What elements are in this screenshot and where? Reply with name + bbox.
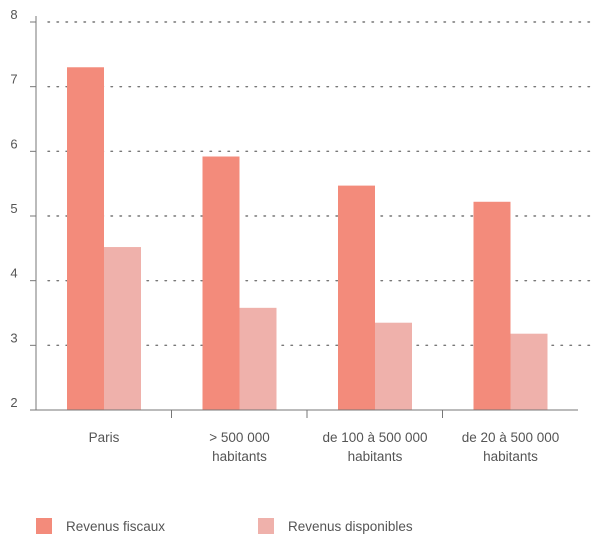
bar-revenus-fiscaux	[202, 156, 240, 410]
x-category-label: de 100 à 500 000	[322, 430, 427, 445]
x-category-label: de 20 à 500 000	[462, 430, 560, 445]
bar-revenus-fiscaux	[473, 201, 511, 410]
y-tick-label: 6	[10, 136, 17, 151]
axes	[30, 16, 578, 418]
x-category-label: habitants	[348, 449, 403, 464]
bar-revenus-fiscaux	[338, 185, 375, 410]
legend-swatch	[258, 518, 274, 534]
y-tick-labels: 2 3 4 5 6 7 8	[10, 7, 17, 410]
bar-revenus-disponibles	[239, 307, 277, 410]
legend-label: Revenus disponibles	[288, 519, 413, 534]
x-category-labels: Paris > 500 000 habitants de 100 à 500 000 h…	[89, 430, 560, 464]
legend-label: Revenus fiscaux	[66, 519, 165, 534]
y-tick-label: 8	[10, 7, 17, 22]
y-tick-label: 4	[10, 266, 17, 281]
bar-revenus-fiscaux	[67, 67, 104, 411]
bar-revenus-disponibles	[375, 322, 412, 410]
bars	[67, 67, 548, 411]
y-tick-label: 7	[10, 72, 17, 87]
x-category-label: > 500 000	[209, 430, 269, 445]
y-tick-label: 3	[10, 330, 17, 345]
legend-swatch	[36, 518, 52, 534]
y-tick-label: 2	[10, 395, 17, 410]
bar-revenus-disponibles	[510, 333, 548, 410]
x-category-label: habitants	[212, 449, 267, 464]
y-tick-label: 5	[10, 201, 17, 216]
x-category-label: Paris	[89, 430, 120, 445]
x-category-label: habitants	[483, 449, 538, 464]
legend: Revenus fiscaux Revenus disponibles	[36, 518, 413, 534]
bar-revenus-disponibles	[104, 247, 141, 410]
